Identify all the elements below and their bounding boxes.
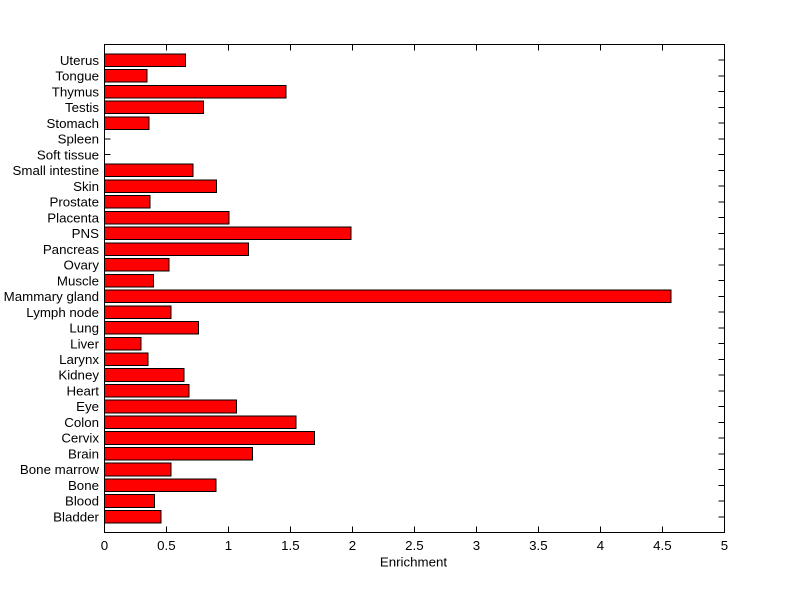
svg-text:Thymus: Thymus — [52, 84, 100, 99]
svg-text:Ovary: Ovary — [64, 258, 100, 273]
svg-text:Larynx: Larynx — [59, 352, 99, 367]
svg-text:Small intestine: Small intestine — [13, 163, 99, 178]
svg-text:Bladder: Bladder — [53, 510, 99, 525]
svg-text:Prostate: Prostate — [49, 195, 99, 210]
svg-text:Testis: Testis — [65, 100, 99, 115]
svg-text:Lymph node: Lymph node — [26, 305, 99, 320]
svg-text:Uterus: Uterus — [60, 53, 100, 68]
svg-text:Liver: Liver — [70, 336, 99, 351]
svg-text:Bone marrow: Bone marrow — [20, 462, 99, 477]
svg-text:2.5: 2.5 — [405, 538, 424, 553]
svg-text:Cervix: Cervix — [61, 431, 99, 446]
svg-text:PNS: PNS — [72, 226, 99, 241]
svg-text:Blood: Blood — [65, 494, 99, 509]
svg-text:Pancreas: Pancreas — [43, 242, 100, 257]
svg-text:Bone: Bone — [68, 478, 99, 493]
svg-text:Kidney: Kidney — [58, 368, 99, 383]
svg-text:Tongue: Tongue — [55, 69, 99, 84]
svg-text:0.5: 0.5 — [157, 538, 176, 553]
svg-text:Soft tissue: Soft tissue — [37, 147, 99, 162]
svg-text:3: 3 — [473, 538, 480, 553]
svg-text:Skin: Skin — [73, 179, 99, 194]
svg-text:5: 5 — [721, 538, 728, 553]
svg-text:Stomach: Stomach — [47, 116, 99, 131]
svg-text:3.5: 3.5 — [529, 538, 548, 553]
svg-text:Heart: Heart — [66, 384, 99, 399]
svg-text:1: 1 — [225, 538, 232, 553]
svg-text:Brain: Brain — [68, 447, 99, 462]
svg-text:Mammary gland: Mammary gland — [4, 289, 99, 304]
svg-text:1.5: 1.5 — [281, 538, 300, 553]
svg-text:0: 0 — [101, 538, 108, 553]
svg-text:Placenta: Placenta — [47, 210, 99, 225]
svg-text:4.5: 4.5 — [653, 538, 672, 553]
svg-text:Muscle: Muscle — [57, 273, 99, 288]
svg-text:Eye: Eye — [76, 399, 99, 414]
svg-text:Lung: Lung — [69, 321, 99, 336]
svg-text:2: 2 — [349, 538, 356, 553]
svg-text:Colon: Colon — [64, 415, 99, 430]
svg-text:Spleen: Spleen — [58, 132, 99, 147]
svg-text:Enrichment: Enrichment — [380, 554, 448, 569]
svg-text:4: 4 — [597, 538, 604, 553]
